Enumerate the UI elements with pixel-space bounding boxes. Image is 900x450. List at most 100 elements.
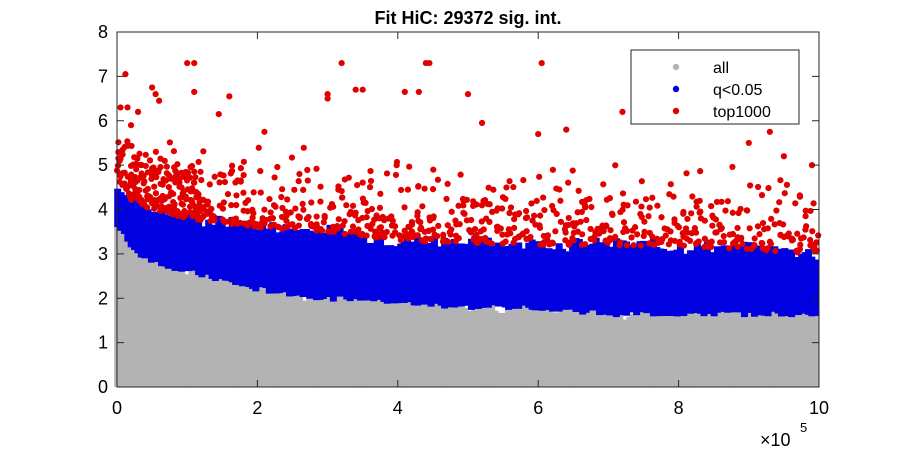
top1000-outlier-point: [563, 126, 570, 133]
top1000-point: [649, 194, 656, 201]
top1000-point: [245, 197, 252, 204]
top1000-point: [802, 213, 809, 220]
top1000-point: [583, 217, 590, 224]
top1000-point: [237, 165, 244, 172]
top1000-outlier-point: [149, 84, 156, 91]
top1000-point: [606, 237, 614, 244]
top1000-point: [649, 240, 656, 248]
top1000-point: [623, 227, 631, 235]
top1000-point: [430, 214, 437, 222]
top1000-point: [591, 237, 598, 244]
top1000-point: [612, 233, 619, 240]
top1000-point: [697, 168, 704, 175]
top1000-point: [562, 229, 569, 236]
top1000-point: [377, 190, 384, 197]
top1000-point: [377, 224, 385, 231]
top1000-point: [189, 185, 196, 192]
y-tick-label: 3: [98, 244, 108, 264]
top1000-point: [271, 174, 278, 181]
top1000-point: [645, 213, 652, 220]
top1000-point: [115, 139, 122, 146]
top1000-point: [352, 212, 359, 219]
top1000-point: [295, 222, 302, 229]
top1000-outlier-point: [619, 108, 626, 115]
top1000-point: [701, 217, 708, 224]
top1000-point: [638, 213, 645, 221]
top1000-point: [642, 196, 650, 203]
top1000-point: [680, 208, 687, 216]
top1000-point: [565, 241, 572, 248]
x-exponent-base: ×10: [760, 430, 791, 450]
top1000-outlier-point: [127, 122, 135, 129]
top1000-point: [609, 211, 616, 219]
top1000-point: [240, 171, 247, 179]
top1000-point: [455, 202, 462, 209]
top1000-point: [552, 228, 559, 235]
top1000-point: [792, 200, 799, 207]
top1000-point: [683, 170, 690, 177]
top1000-point: [321, 214, 328, 221]
top1000-point: [136, 150, 143, 157]
top1000-point: [468, 216, 475, 224]
top1000-point: [565, 214, 572, 222]
top1000-point: [220, 199, 227, 206]
top1000-point: [133, 166, 140, 173]
top1000-point: [712, 216, 719, 223]
top1000-point: [198, 177, 205, 184]
top1000-point: [165, 203, 173, 210]
x-exponent-label: ×10 5: [760, 420, 807, 450]
top1000-point: [802, 207, 809, 214]
top1000-point: [182, 193, 189, 200]
y-tick-label: 0: [98, 377, 108, 397]
top1000-point: [266, 195, 273, 203]
top1000-point: [233, 201, 240, 209]
top1000-point: [527, 234, 534, 242]
top1000-point: [300, 206, 307, 213]
top1000-point: [244, 208, 251, 215]
top1000-point: [807, 236, 814, 244]
top1000-point: [499, 231, 506, 238]
top1000-point: [320, 219, 327, 226]
top1000-point: [250, 189, 257, 196]
top1000-point: [777, 177, 784, 184]
x-tick-label: 0: [112, 398, 122, 418]
top1000-point: [619, 206, 626, 213]
top1000-point: [287, 221, 294, 228]
legend-label: top1000: [713, 104, 771, 121]
top1000-point: [257, 224, 264, 231]
top1000-point: [632, 198, 640, 205]
top1000-point: [514, 211, 522, 218]
top1000-point: [161, 157, 168, 164]
top1000-point: [612, 162, 619, 169]
top1000-point: [510, 184, 517, 191]
top1000-point: [152, 190, 159, 197]
top1000-point: [300, 144, 307, 151]
top1000-point: [237, 177, 244, 184]
top1000-point: [429, 226, 437, 233]
top1000-point: [493, 207, 500, 214]
top1000-point: [720, 233, 727, 240]
top1000-point: [549, 239, 556, 246]
top1000-point: [279, 186, 286, 193]
top1000-point: [335, 183, 342, 190]
top1000-point: [244, 222, 251, 229]
top1000-point: [341, 218, 348, 225]
top1000-outlier-point: [191, 59, 198, 67]
top1000-point: [417, 224, 425, 231]
top1000-point: [606, 195, 613, 202]
top1000-point: [313, 221, 320, 228]
top1000-point: [569, 167, 576, 174]
top1000-point: [296, 214, 303, 222]
top1000-point: [680, 242, 687, 249]
legend-marker: [672, 107, 680, 115]
top1000-point: [195, 158, 202, 166]
top1000-point: [170, 198, 177, 206]
top1000-point: [232, 215, 240, 222]
top1000-point: [415, 183, 422, 190]
top1000-point: [151, 183, 158, 190]
top1000-outlier-point: [535, 130, 542, 138]
top1000-outlier-point: [122, 71, 129, 78]
top1000-point: [471, 225, 479, 233]
y-tick-label: 5: [98, 155, 108, 175]
top1000-point: [579, 231, 586, 238]
